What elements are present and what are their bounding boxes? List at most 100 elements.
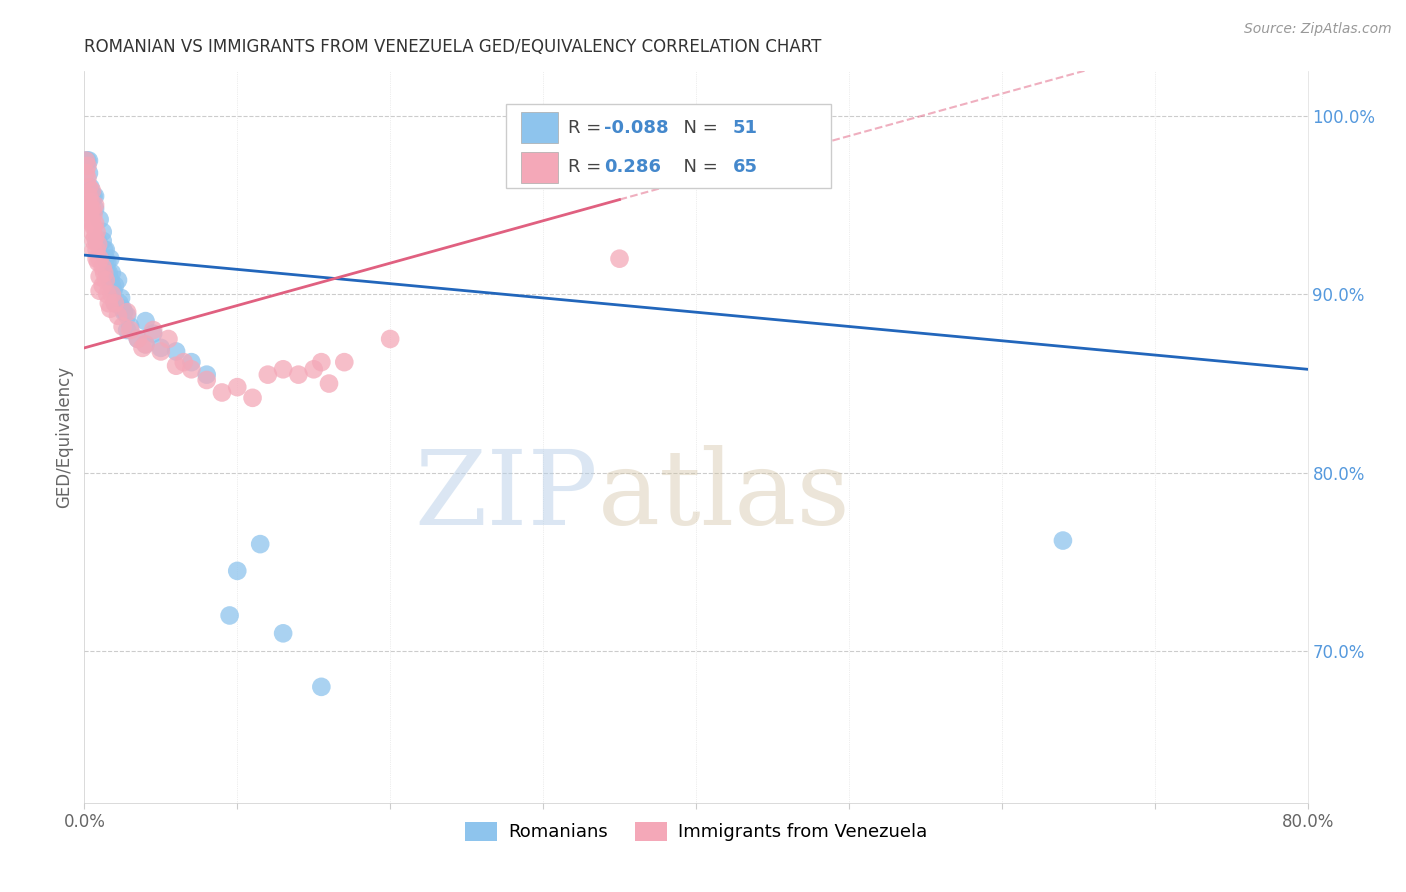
Text: N =: N = <box>672 159 723 177</box>
Point <box>180 362 202 376</box>
Point <box>226 564 249 578</box>
Point <box>195 373 218 387</box>
Point <box>135 314 157 328</box>
Point <box>135 337 157 351</box>
Point <box>83 243 105 257</box>
Point <box>83 219 105 234</box>
Text: atlas: atlas <box>598 444 851 547</box>
Point <box>93 266 115 280</box>
Point <box>84 216 107 230</box>
Point <box>302 362 325 376</box>
Point <box>75 166 97 180</box>
Legend: Romanians, Immigrants from Venezuela: Romanians, Immigrants from Venezuela <box>457 814 935 848</box>
Point <box>110 291 132 305</box>
Point <box>120 323 142 337</box>
Point <box>103 284 125 298</box>
Point <box>311 680 333 694</box>
Point <box>115 305 138 319</box>
Point <box>98 301 121 316</box>
Point <box>89 252 111 266</box>
Point <box>75 153 97 168</box>
Point <box>271 626 294 640</box>
Point <box>380 332 402 346</box>
Point <box>115 309 138 323</box>
Point <box>131 341 153 355</box>
Point <box>86 234 108 248</box>
Point <box>96 287 118 301</box>
Text: 0.286: 0.286 <box>605 159 661 177</box>
Point <box>84 198 107 212</box>
Point <box>311 355 333 369</box>
Text: ROMANIAN VS IMMIGRANTS FROM VENEZUELA GED/EQUIVALENCY CORRELATION CHART: ROMANIAN VS IMMIGRANTS FROM VENEZUELA GE… <box>84 38 821 56</box>
Point <box>89 269 111 284</box>
Point <box>249 537 271 551</box>
Point <box>112 305 135 319</box>
Point <box>79 180 101 194</box>
Point <box>87 255 110 269</box>
Point <box>287 368 309 382</box>
Point <box>104 296 127 310</box>
Text: ZIP: ZIP <box>415 444 598 547</box>
Point <box>79 194 101 209</box>
Point <box>226 380 249 394</box>
Point <box>149 341 172 355</box>
Point <box>135 337 157 351</box>
Point <box>89 212 111 227</box>
Point <box>75 153 97 168</box>
Point <box>76 171 98 186</box>
FancyBboxPatch shape <box>506 104 831 188</box>
Point <box>91 225 114 239</box>
Text: R =: R = <box>568 159 612 177</box>
Point <box>94 252 117 266</box>
Point <box>104 278 127 293</box>
Point <box>101 278 124 293</box>
Text: Source: ZipAtlas.com: Source: ZipAtlas.com <box>1244 22 1392 37</box>
Point <box>80 202 103 216</box>
Point <box>86 243 108 257</box>
Point <box>86 225 108 239</box>
Point <box>127 332 149 346</box>
Point <box>79 184 101 198</box>
Point <box>77 153 100 168</box>
Point <box>242 391 264 405</box>
Point <box>107 309 129 323</box>
Point <box>79 207 101 221</box>
Point <box>101 287 124 301</box>
Point <box>94 273 117 287</box>
Point <box>96 266 118 280</box>
Point <box>165 344 187 359</box>
Point <box>108 296 131 310</box>
Point <box>142 323 165 337</box>
Point <box>104 296 127 310</box>
Point <box>86 252 108 266</box>
Point <box>94 243 117 257</box>
Point <box>87 234 110 248</box>
Text: R =: R = <box>568 119 606 136</box>
Text: 51: 51 <box>733 119 758 136</box>
Point <box>165 359 187 373</box>
Point <box>77 189 100 203</box>
Point <box>83 234 105 248</box>
Point <box>91 278 114 293</box>
Text: -0.088: -0.088 <box>605 119 669 136</box>
Point <box>83 207 105 221</box>
Point <box>77 180 100 194</box>
Point <box>93 243 115 257</box>
Point <box>318 376 340 391</box>
Point <box>89 284 111 298</box>
Text: 65: 65 <box>733 159 758 177</box>
Point <box>218 608 240 623</box>
Point <box>96 255 118 269</box>
Point <box>333 355 356 369</box>
Point <box>173 355 195 369</box>
FancyBboxPatch shape <box>522 112 558 144</box>
Point <box>271 362 294 376</box>
Point <box>80 225 103 239</box>
Point <box>97 266 120 280</box>
Point <box>84 189 107 203</box>
Point <box>180 355 202 369</box>
Point <box>91 234 114 248</box>
Point <box>83 189 105 203</box>
Point <box>87 237 110 252</box>
Point <box>127 332 149 346</box>
